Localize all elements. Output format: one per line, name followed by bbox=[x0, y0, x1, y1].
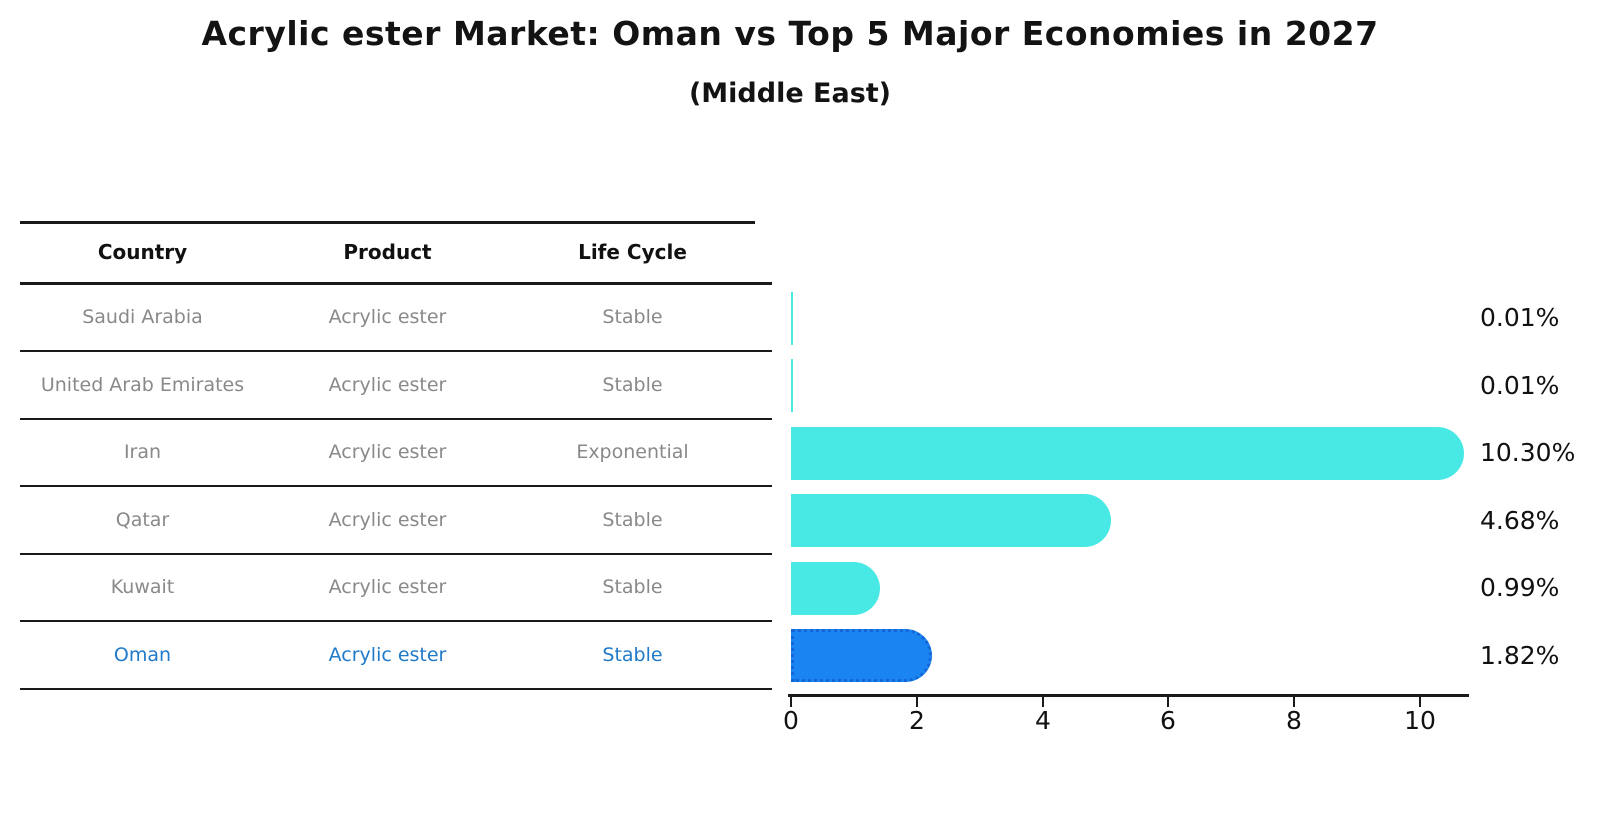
cell-country: United Arab Emirates bbox=[40, 374, 245, 396]
column-header-country: Country bbox=[97, 240, 188, 264]
cell-country: Iran bbox=[123, 441, 162, 463]
cell-product: Acrylic ester bbox=[328, 306, 447, 328]
value-label: 4.68% bbox=[1480, 506, 1560, 535]
cell-product: Acrylic ester bbox=[328, 576, 447, 598]
cell-country: Kuwait bbox=[110, 576, 175, 598]
page-subtitle: (Middle East) bbox=[688, 78, 892, 109]
cell-life-cycle: Stable bbox=[602, 509, 663, 531]
column-header-life-cycle: Life Cycle bbox=[578, 240, 687, 264]
row-divider bbox=[20, 620, 772, 622]
x-axis-line bbox=[788, 694, 1469, 697]
cell-country: Qatar bbox=[115, 509, 170, 531]
row-divider bbox=[20, 485, 772, 487]
page-title: Acrylic ester Market: Oman vs Top 5 Majo… bbox=[201, 14, 1379, 53]
value-label: 0.99% bbox=[1480, 573, 1560, 602]
x-axis-tick-label: 10 bbox=[1404, 706, 1436, 735]
table-bottom-rule bbox=[20, 688, 772, 690]
x-axis-tick bbox=[790, 697, 792, 707]
cell-country: Oman bbox=[113, 644, 172, 666]
bar-qatar bbox=[791, 494, 1112, 547]
x-axis-tick-label: 0 bbox=[783, 706, 799, 735]
x-axis-tick bbox=[1419, 697, 1421, 707]
cell-life-cycle: Exponential bbox=[576, 441, 689, 463]
cell-life-cycle: Stable bbox=[602, 306, 663, 328]
value-label: 10.30% bbox=[1480, 438, 1576, 467]
column-header-product: Product bbox=[343, 240, 432, 264]
x-axis-tick bbox=[1167, 697, 1169, 707]
row-divider bbox=[20, 418, 772, 420]
x-axis-tick bbox=[1293, 697, 1295, 707]
cell-life-cycle: Stable bbox=[602, 644, 663, 666]
table-top-rule bbox=[20, 221, 755, 224]
x-axis-tick-label: 2 bbox=[909, 706, 925, 735]
cell-product: Acrylic ester bbox=[328, 644, 447, 666]
cell-country: Saudi Arabia bbox=[82, 306, 203, 328]
value-label: 0.01% bbox=[1480, 371, 1560, 400]
cell-product: Acrylic ester bbox=[328, 509, 447, 531]
value-label: 1.82% bbox=[1480, 641, 1560, 670]
value-label: 0.01% bbox=[1480, 303, 1560, 332]
bar-united-arab-emirates bbox=[791, 359, 793, 412]
cell-life-cycle: Stable bbox=[602, 576, 663, 598]
x-axis-tick-label: 8 bbox=[1286, 706, 1302, 735]
x-axis-tick-label: 6 bbox=[1160, 706, 1176, 735]
cell-product: Acrylic ester bbox=[328, 441, 447, 463]
row-divider bbox=[20, 350, 772, 352]
cell-product: Acrylic ester bbox=[328, 374, 447, 396]
x-axis-tick bbox=[916, 697, 918, 707]
table-header-rule bbox=[20, 282, 772, 285]
bar-iran bbox=[791, 426, 1465, 480]
cell-life-cycle: Stable bbox=[602, 374, 663, 396]
row-divider bbox=[20, 553, 772, 555]
x-axis-tick-label: 4 bbox=[1035, 706, 1051, 735]
bar-oman bbox=[791, 628, 932, 682]
bar-saudi-arabia bbox=[791, 291, 793, 345]
x-axis-tick bbox=[1042, 697, 1044, 707]
bar-kuwait bbox=[791, 561, 880, 615]
